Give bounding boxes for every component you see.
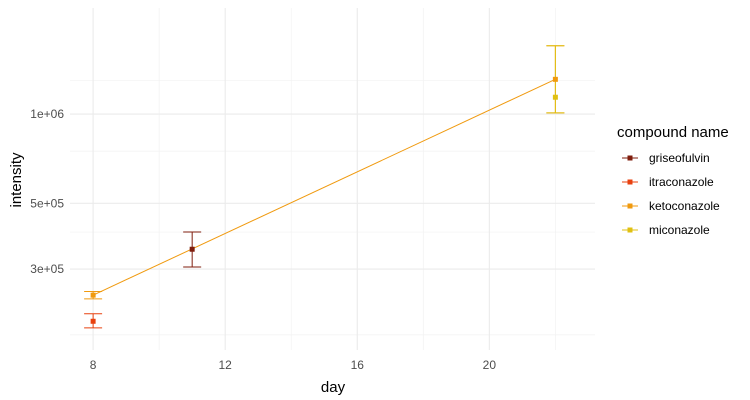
x-tick-label: 16 [351,358,365,372]
legend-key-marker-griseofulvin [627,155,633,161]
data-point-ketoconazole [552,76,558,82]
legend-label-griseofulvin: griseofulvin [649,151,710,165]
legend-items: griseofulvin itraconazole ketoconazole mico… [622,151,720,237]
y-axis-tick-labels: 3e+05 5e+05 1e+06 [30,107,64,276]
data-point-ketoconazole [90,292,96,298]
y-tick-label: 1e+06 [30,107,64,121]
trend-line [92,78,556,296]
x-axis-title: day [321,379,346,396]
legend-label-miconazole: miconazole [649,223,710,237]
legend-key-marker-itraconazole [627,179,633,185]
x-axis-tick-labels: 8 12 16 20 [90,358,497,372]
x-tick-label: 20 [483,358,497,372]
legend-label-ketoconazole: ketoconazole [649,199,720,213]
data-points-group [90,76,558,324]
legend-label-itraconazole: itraconazole [649,175,714,189]
y-tick-label: 5e+05 [30,196,64,210]
legend-key-marker-miconazole [627,227,633,233]
data-point-griseofulvin [189,246,195,252]
legend: compound name griseofulvin itraconazole ke… [617,124,729,237]
grid-major-lines [70,8,595,350]
legend-key-marker-ketoconazole [627,203,633,209]
y-tick-label: 3e+05 [30,262,64,276]
x-tick-label: 12 [219,358,233,372]
data-point-itraconazole [90,318,96,324]
x-tick-label: 8 [90,358,97,372]
data-point-miconazole [552,94,558,100]
y-axis-title: intensity [8,152,25,208]
legend-title: compound name [617,124,729,141]
trend-line-group [92,78,556,296]
